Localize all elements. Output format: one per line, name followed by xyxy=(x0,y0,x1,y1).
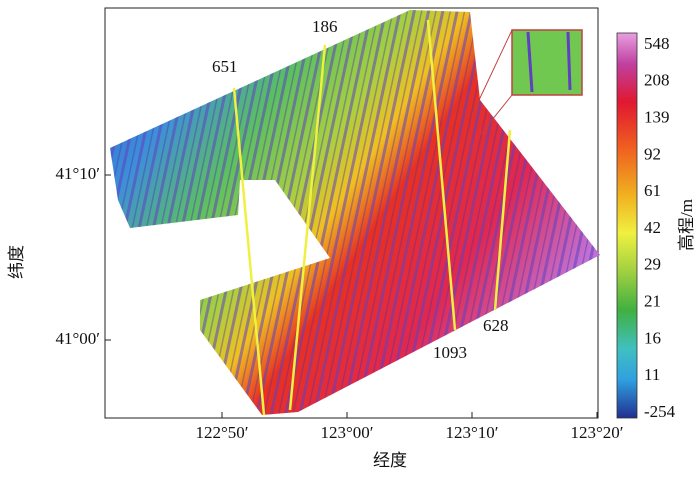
colorbar-label: 208 xyxy=(644,71,670,90)
survey-area xyxy=(110,10,600,415)
x-tick-label: 123°00′ xyxy=(320,423,373,442)
colorbar-label: 21 xyxy=(644,292,661,311)
x-tick-label: 123°10′ xyxy=(445,423,498,442)
colorbar-label: 42 xyxy=(644,218,661,237)
map-frame xyxy=(104,7,599,419)
track-label: 1093 xyxy=(433,343,467,362)
colorbar-label: 11 xyxy=(644,365,660,384)
track-lines xyxy=(232,19,512,416)
y-tick-label: 41°10′ xyxy=(55,164,100,183)
track-label: 186 xyxy=(312,17,338,36)
x-axis-label: 经度 xyxy=(373,451,407,470)
colorbar-label: 548 xyxy=(644,34,670,53)
colorbar-label: 92 xyxy=(644,144,661,163)
colorbar-label: 29 xyxy=(644,255,661,274)
track-label: 628 xyxy=(483,316,509,335)
colorbar-title: 高程/m xyxy=(677,199,696,251)
y-axis-label: 纬度 xyxy=(7,245,26,279)
colorbar-label: 16 xyxy=(644,328,661,347)
colorbar-label: -254 xyxy=(644,402,676,421)
colorbar-label: 61 xyxy=(644,181,661,200)
colorbar xyxy=(616,32,638,419)
y-tick-label: 41°00′ xyxy=(55,329,100,348)
inset xyxy=(471,29,583,136)
colorbar-label: 139 xyxy=(644,108,670,127)
track-label: 651 xyxy=(212,57,238,76)
x-tick-label: 123°20′ xyxy=(570,423,623,442)
x-tick-label: 122°50′ xyxy=(195,423,248,442)
